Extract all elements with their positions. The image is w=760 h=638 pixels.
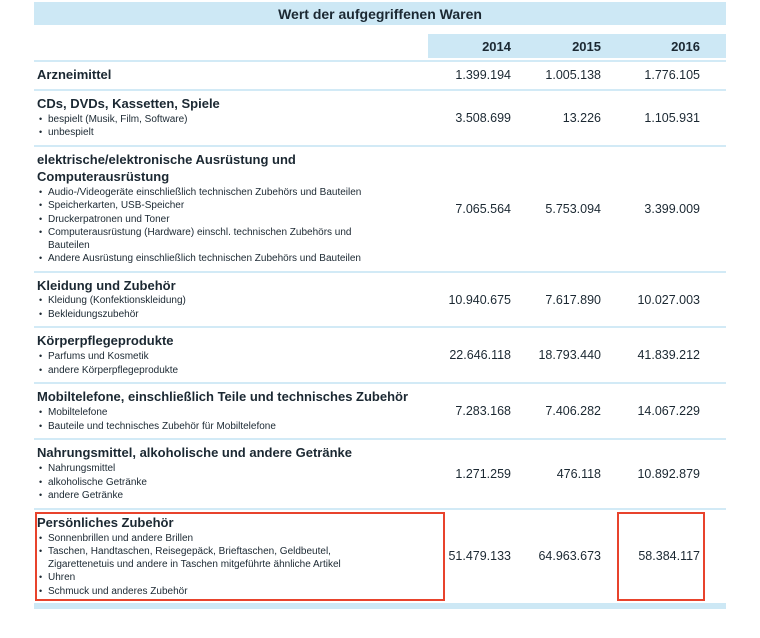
value-cell: 10.940.675 [448, 292, 511, 307]
row-text: Mobiltelefone, einschließlich Teile und … [34, 389, 428, 433]
row-item-list: Kleidung (Konfektionskleidung)Bekleidung… [37, 295, 428, 321]
value-cell: 18.793.440 [538, 348, 601, 363]
row-category: elektrische/elektronische Ausrüstung und… [37, 151, 296, 184]
value-cell: 1.776.105 [644, 68, 700, 83]
row-item: Nahrungsmittel [37, 463, 389, 476]
row-item: Computerausrüstung (Hardware) einschl. t… [37, 227, 389, 252]
value-cell: 1.005.138 [545, 68, 601, 83]
value-cell: 41.839.212 [637, 348, 700, 363]
row-item: bespielt (Musik, Film, Software) [37, 114, 389, 127]
value-cell: 1.105.931 [644, 110, 700, 125]
row-item: Bauteile und technisches Zubehör für Mob… [37, 421, 389, 434]
value-cell: 64.963.673 [538, 549, 601, 564]
row-item: Sonnenbrillen und andere Brillen [37, 533, 389, 546]
row-item: Schmuck und anderes Zubehör [37, 586, 389, 599]
column-header-2015: 2015 [516, 34, 606, 58]
column-header-2014: 2014 [428, 34, 516, 58]
row-text: elektrische/elektronische Ausrüstung und… [34, 152, 428, 266]
value-cell: 58.384.117 [638, 549, 700, 564]
table-row: Körperpflegeprodukte Parfums und Kosmetik… [34, 326, 726, 382]
row-category: Persönliches Zubehör [37, 514, 174, 530]
row-item-list: bespielt (Musik, Film, Software)unbespie… [37, 114, 428, 140]
row-item: Kleidung (Konfektionskleidung) [37, 295, 389, 308]
value-cell: 14.067.229 [637, 404, 700, 419]
row-text: Nahrungsmittel, alkoholische und andere … [34, 445, 428, 502]
row-text: CDs, DVDs, Kassetten, Spiele bespielt (Mu… [34, 96, 428, 140]
header-spacer [34, 34, 428, 58]
row-item-list: Nahrungsmittelalkoholische Getränkeander… [37, 463, 428, 503]
value-cell: 5.753.094 [545, 201, 601, 216]
table-row: Kleidung und Zubehör Kleidung (Konfektion… [34, 270, 726, 327]
value-cell: 3.399.009 [644, 201, 700, 216]
row-item-list: MobiltelefoneBauteile und technisches Zu… [37, 407, 428, 433]
row-text: Persönliches Zubehör Sonnenbrillen und an… [34, 515, 428, 598]
table-row: elektrische/elektronische Ausrüstung und… [34, 144, 726, 271]
table-row: Nahrungsmittel, alkoholische und andere … [34, 438, 726, 507]
row-item-list: Audio-/Videogeräte einschließlich techni… [37, 187, 428, 266]
row-item: Parfums und Kosmetik [37, 351, 389, 364]
value-cell: 22.646.118 [449, 348, 511, 363]
row-category: Körperpflegeprodukte [37, 333, 174, 349]
row-item: andere Getränke [37, 490, 389, 503]
value-cell: 10.892.879 [637, 466, 700, 481]
table-row: Persönliches Zubehör Sonnenbrillen und an… [34, 507, 726, 603]
value-cell: 3.508.699 [455, 110, 511, 125]
value-cell: 7.406.282 [545, 404, 601, 419]
seized-goods-table: Wert der aufgegriffenen Waren 2014 2015 … [34, 2, 726, 610]
value-cell: 10.027.003 [637, 292, 700, 307]
row-category: Kleidung und Zubehör [37, 277, 176, 293]
row-category: CDs, DVDs, Kassetten, Spiele [37, 95, 220, 111]
value-cell: 7.065.564 [455, 201, 511, 216]
column-header-row: 2014 2015 2016 [34, 34, 726, 58]
value-cell: 51.479.133 [448, 549, 511, 564]
value-cell: 7.617.890 [545, 292, 601, 307]
row-text: Körperpflegeprodukte Parfums und Kosmetik… [34, 333, 428, 377]
table-bottom-border [34, 603, 726, 610]
row-item: Andere Ausrüstung einschließlich technis… [37, 253, 389, 266]
table-row: Arzneimittel 1.399.194 1.005.138 1.776.105 [34, 60, 726, 89]
row-category: Mobiltelefone, einschließlich Teile und … [37, 389, 409, 405]
row-item: Mobiltelefone [37, 407, 389, 420]
value-cell: 476.118 [556, 466, 601, 481]
table-row: Mobiltelefone, einschließlich Teile und … [34, 382, 726, 438]
value-cell: 1.399.194 [455, 68, 511, 83]
table-body: Arzneimittel 1.399.194 1.005.138 1.776.105 C… [34, 60, 726, 603]
row-category: Nahrungsmittel, alkoholische und andere … [37, 445, 352, 461]
row-item: andere Körperpflegeprodukte [37, 365, 389, 378]
table-row: CDs, DVDs, Kassetten, Spiele bespielt (Mu… [34, 88, 726, 145]
row-item: Druckerpatronen und Toner [37, 214, 389, 227]
value-cell: 1.271.259 [455, 466, 511, 481]
value-cell: 7.283.168 [455, 404, 511, 419]
row-item: Bekleidungszubehör [37, 309, 389, 322]
row-item: Audio-/Videogeräte einschließlich techni… [37, 187, 389, 200]
table-title: Wert der aufgegriffenen Waren [278, 5, 482, 22]
row-item: alkoholische Getränke [37, 477, 389, 490]
row-item: unbespielt [37, 127, 389, 140]
table-title-bar: Wert der aufgegriffenen Waren [34, 2, 726, 25]
row-item: Taschen, Handtaschen, Reisegepäck, Brief… [37, 546, 389, 571]
row-category: Arzneimittel [37, 67, 112, 82]
value-cell: 13.226 [562, 110, 601, 125]
row-item-list: Sonnenbrillen und andere BrillenTaschen,… [37, 533, 428, 599]
row-item: Speicherkarten, USB-Speicher [37, 200, 389, 213]
column-header-2016: 2016 [606, 34, 726, 58]
row-text: Arzneimittel [34, 67, 428, 84]
row-text: Kleidung und Zubehör Kleidung (Konfektion… [34, 278, 428, 322]
row-item-list: Parfums und Kosmetikandere Körperpflegep… [37, 351, 428, 377]
row-item: Uhren [37, 572, 389, 585]
